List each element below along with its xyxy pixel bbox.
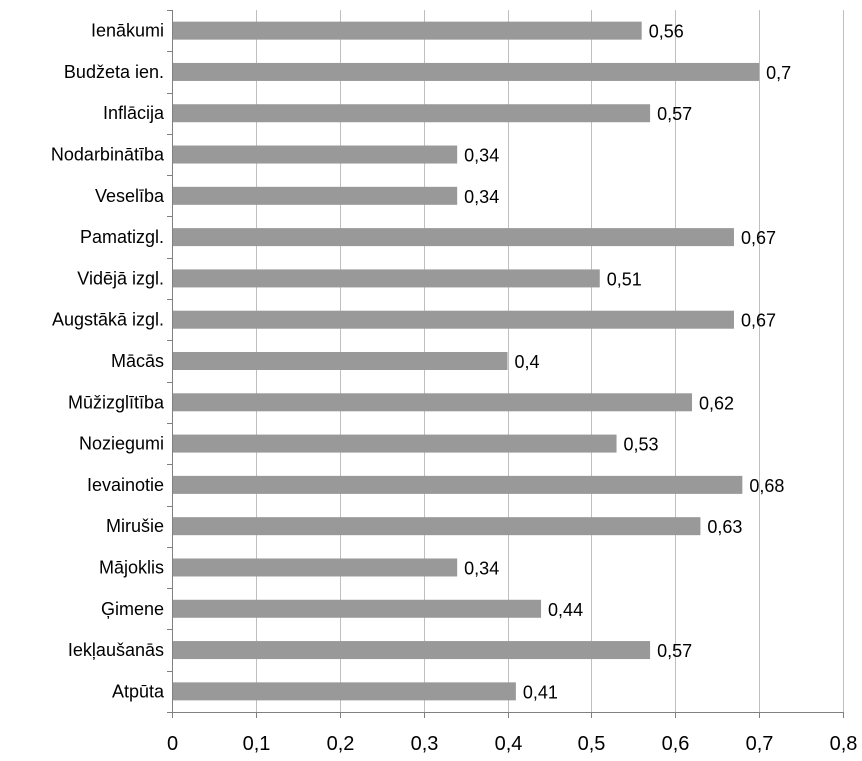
category-label: Nodarbinātība [51,145,165,165]
bar [172,269,600,288]
category-label: Noziegumi [79,434,164,454]
category-label: Augstākā izgl. [52,310,164,330]
category-label: Ievainotie [87,475,164,495]
category-label: Ienākumi [91,21,164,41]
bar [172,186,458,205]
category-label: Atpūta [112,681,165,701]
bar [172,558,458,577]
category-label: Veselība [95,186,165,206]
data-label: 0,63 [707,517,742,537]
bar [172,310,734,329]
bar [172,352,508,370]
category-label: Mācās [111,351,164,371]
x-tick-label: 0,4 [495,733,523,755]
data-label: 0,7 [766,63,791,83]
bar [172,145,458,164]
bar [172,517,701,536]
bar [172,475,743,494]
bar [172,641,651,660]
bar [172,682,516,701]
category-label: Budžeta ien. [64,62,164,82]
category-label: Vidējā izgl. [77,268,164,288]
x-tick-label: 0,6 [662,733,690,755]
bar [172,393,693,412]
data-label: 0,56 [649,22,684,42]
bar [172,228,734,247]
category-label: Ģimene [101,599,164,619]
bars [172,21,760,701]
data-label: 0,57 [657,641,692,661]
bar [172,104,651,123]
data-label: 0,41 [523,682,558,702]
x-tick-label: 0,3 [411,733,439,755]
category-label: Pamatizgl. [80,227,164,247]
bar [172,434,617,453]
data-label: 0,57 [657,104,692,124]
data-label: 0,67 [741,228,776,248]
data-label: 0,34 [464,187,499,207]
data-label: 0,67 [741,311,776,331]
data-label: 0,4 [515,352,540,372]
data-label: 0,34 [464,558,499,578]
data-label: 0,68 [749,476,784,496]
data-label: 0,51 [607,269,642,289]
axes [167,10,844,718]
bar [172,62,760,81]
data-label: 0,34 [464,146,499,166]
category-label: Mūžizglītība [68,392,165,412]
category-labels: Ienākumi Budžeta ien. Inflācija Nodarbinātī… [51,21,165,702]
category-label: Mājoklis [99,557,164,577]
data-label: 0,62 [699,393,734,413]
bar [172,599,542,618]
x-tick-label: 0,2 [327,733,355,755]
category-label: Mirušie [106,516,164,536]
x-tick-label: 0,5 [578,733,606,755]
category-label: Iekļaušanās [68,640,164,660]
data-label: 0,44 [548,600,583,620]
x-tick-labels: 0 0,1 0,2 0,3 0,4 0,5 0,6 0,7 0,8 [167,733,857,755]
bar [172,21,642,40]
x-tick-label: 0,1 [243,733,271,755]
x-tick-label: 0 [167,733,178,755]
data-label: 0,53 [624,435,659,455]
category-label: Inflācija [103,103,165,123]
x-tick-label: 0,8 [830,733,858,755]
x-tick-label: 0,7 [746,733,774,755]
data-labels: 0,56 0,7 0,57 0,34 0,34 0,67 0,51 0,67 0,4 0,62 0,… [464,22,791,703]
